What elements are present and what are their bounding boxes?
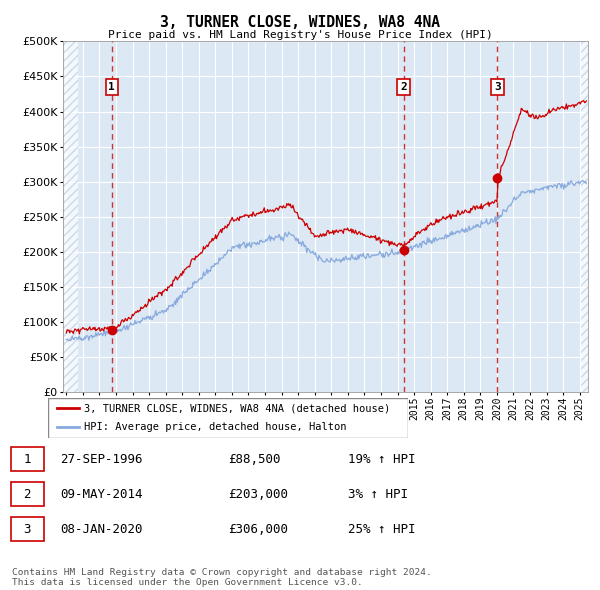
Text: 3, TURNER CLOSE, WIDNES, WA8 4NA: 3, TURNER CLOSE, WIDNES, WA8 4NA [160, 15, 440, 30]
Text: 09-MAY-2014: 09-MAY-2014 [60, 487, 143, 501]
Text: £88,500: £88,500 [228, 453, 281, 466]
Text: 3, TURNER CLOSE, WIDNES, WA8 4NA (detached house): 3, TURNER CLOSE, WIDNES, WA8 4NA (detach… [84, 404, 390, 414]
Text: 27-SEP-1996: 27-SEP-1996 [60, 453, 143, 466]
Text: 3% ↑ HPI: 3% ↑ HPI [348, 487, 408, 501]
Bar [63, 41, 78, 392]
Text: Price paid vs. HM Land Registry's House Price Index (HPI): Price paid vs. HM Land Registry's House … [107, 30, 493, 40]
Text: 2: 2 [23, 487, 31, 501]
Bar [581, 41, 598, 392]
Text: 3: 3 [494, 82, 501, 92]
Text: HPI: Average price, detached house, Halton: HPI: Average price, detached house, Halt… [84, 422, 347, 432]
Text: 1: 1 [109, 82, 115, 92]
Text: £306,000: £306,000 [228, 523, 288, 536]
Text: 1: 1 [23, 453, 31, 466]
Bar [11, 482, 44, 506]
Text: 08-JAN-2020: 08-JAN-2020 [60, 523, 143, 536]
Text: 25% ↑ HPI: 25% ↑ HPI [348, 523, 415, 536]
Text: £203,000: £203,000 [228, 487, 288, 501]
Text: Contains HM Land Registry data © Crown copyright and database right 2024.
This d: Contains HM Land Registry data © Crown c… [12, 568, 432, 587]
Bar [11, 517, 44, 541]
Bar [11, 447, 44, 471]
Text: 19% ↑ HPI: 19% ↑ HPI [348, 453, 415, 466]
Text: 2: 2 [400, 82, 407, 92]
Text: 3: 3 [23, 523, 31, 536]
